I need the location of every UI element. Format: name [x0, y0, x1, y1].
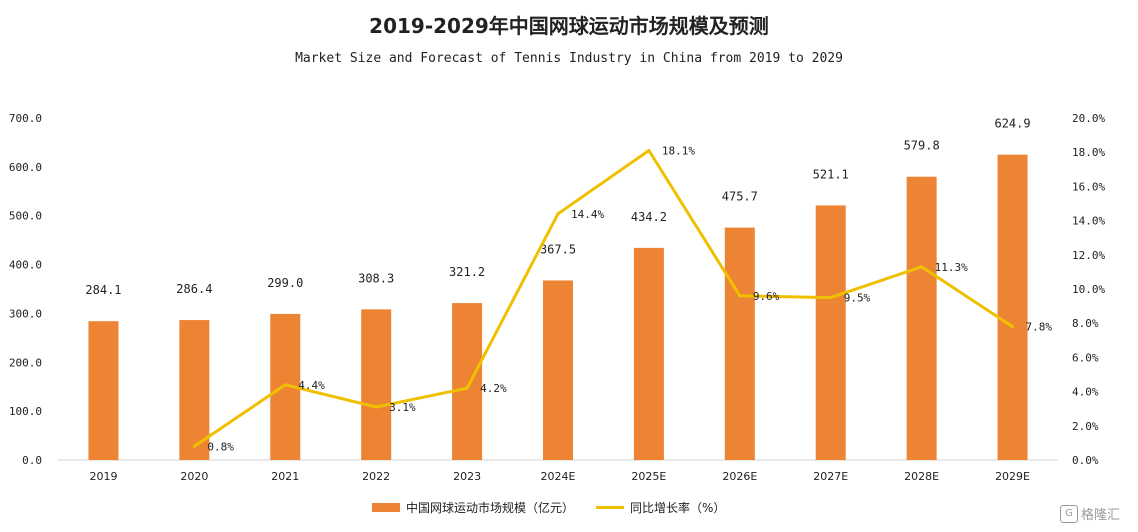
y-left-tick-label: 300.0	[9, 307, 42, 320]
y-right-tick-label: 8.0%	[1072, 317, 1099, 330]
bar-value-label: 475.7	[722, 190, 758, 204]
x-tick-label: 2023	[453, 470, 481, 483]
legend-item-market-size: 中国网球运动市场规模（亿元）	[372, 499, 574, 516]
bar-value-label: 434.2	[631, 210, 667, 224]
bar	[179, 320, 210, 460]
x-tick-label: 2022	[362, 470, 390, 483]
bar	[724, 227, 755, 460]
chart-subtitle: Market Size and Forecast of Tennis Indus…	[295, 51, 843, 66]
bar-value-label: 624.9	[994, 117, 1030, 131]
line-value-label: 7.8%	[1026, 321, 1053, 334]
x-tick-label: 2025E	[631, 470, 666, 483]
x-tick-label: 2028E	[904, 470, 939, 483]
line-point	[829, 296, 833, 300]
y-left-tick-label: 600.0	[9, 161, 42, 174]
watermark-logo-icon: G	[1060, 504, 1078, 523]
bar-value-label: 521.1	[813, 167, 849, 181]
bar-value-label: 579.8	[904, 139, 940, 153]
line-point	[465, 386, 469, 390]
bar	[633, 247, 664, 460]
y-left-tick-label: 0.0	[22, 454, 42, 467]
line-point	[192, 444, 196, 448]
line-point	[1011, 325, 1015, 329]
legend-label-market-size: 中国网球运动市场规模（亿元）	[406, 500, 575, 515]
line-value-label: 3.1%	[389, 401, 416, 414]
bar	[452, 303, 483, 460]
bar-value-label: 321.2	[449, 265, 485, 279]
line-point	[738, 294, 742, 298]
x-tick-label: 2021	[271, 470, 299, 483]
y-right-tick-label: 0.0%	[1072, 454, 1099, 467]
line-value-label: 11.3%	[935, 261, 968, 274]
line-value-label: 4.2%	[480, 382, 507, 395]
bar	[815, 205, 846, 460]
x-tick-label: 2019	[89, 470, 117, 483]
line-value-label: 4.4%	[298, 379, 325, 392]
line-value-label: 9.5%	[844, 292, 871, 305]
y-right-tick-label: 4.0%	[1072, 386, 1099, 399]
bar	[543, 280, 573, 460]
line-value-label: 0.8%	[207, 440, 234, 453]
line-value-label: 14.4%	[571, 208, 604, 221]
watermark: G 格隆汇	[1060, 504, 1120, 523]
y-right-tick-label: 20.0%	[1072, 112, 1105, 125]
y-right-tick-label: 6.0%	[1072, 351, 1099, 364]
bar-value-label: 284.1	[85, 283, 121, 297]
line-point	[920, 265, 924, 269]
y-left-tick-label: 500.0	[9, 210, 42, 223]
y-left-tick-label: 400.0	[9, 259, 42, 272]
legend: 中国网球运动市场规模（亿元） 同比增长率（%）	[372, 497, 747, 517]
y-left-tick-label: 700.0	[9, 112, 42, 125]
x-tick-label: 2026E	[722, 470, 757, 483]
bar-value-label: 286.4	[176, 282, 212, 296]
y-left-tick-label: 100.0	[9, 405, 42, 418]
watermark-text: 格隆汇	[1081, 508, 1121, 523]
line-point	[374, 405, 378, 409]
bar	[906, 176, 937, 460]
legend-item-growth-rate: 同比增长率（%）	[596, 499, 725, 516]
line-value-label: 9.6%	[753, 290, 780, 303]
line-point	[283, 383, 287, 387]
growth-rate-line	[193, 149, 1014, 448]
x-tick-label: 2027E	[813, 470, 848, 483]
line-value-label: 18.1%	[662, 144, 695, 157]
y-right-tick-label: 16.0%	[1072, 180, 1105, 193]
x-tick-label: 2020	[180, 470, 208, 483]
line-point	[647, 148, 651, 152]
bar-value-label: 367.5	[540, 242, 576, 256]
y-right-tick-label: 14.0%	[1072, 215, 1105, 228]
y-right-tick-label: 18.0%	[1072, 146, 1105, 159]
x-tick-label: 2024E	[541, 470, 576, 483]
bar	[88, 321, 119, 460]
chart-title: 2019-2029年中国网球运动市场规模及预测	[369, 14, 769, 38]
bar-value-label: 308.3	[358, 271, 394, 285]
bar-value-label: 299.0	[267, 276, 303, 290]
x-tick-label: 2029E	[995, 470, 1030, 483]
y-right-tick-label: 2.0%	[1072, 420, 1099, 433]
bar	[361, 309, 392, 460]
line-point	[556, 212, 560, 216]
y-right-tick-label: 12.0%	[1072, 249, 1105, 262]
legend-label-growth-rate: 同比增长率（%）	[630, 500, 726, 515]
legend-swatch-bar	[372, 502, 400, 512]
y-left-tick-label: 200.0	[9, 356, 42, 369]
legend-swatch-line	[596, 505, 625, 509]
bar	[997, 154, 1028, 460]
y-right-tick-label: 10.0%	[1072, 283, 1105, 296]
